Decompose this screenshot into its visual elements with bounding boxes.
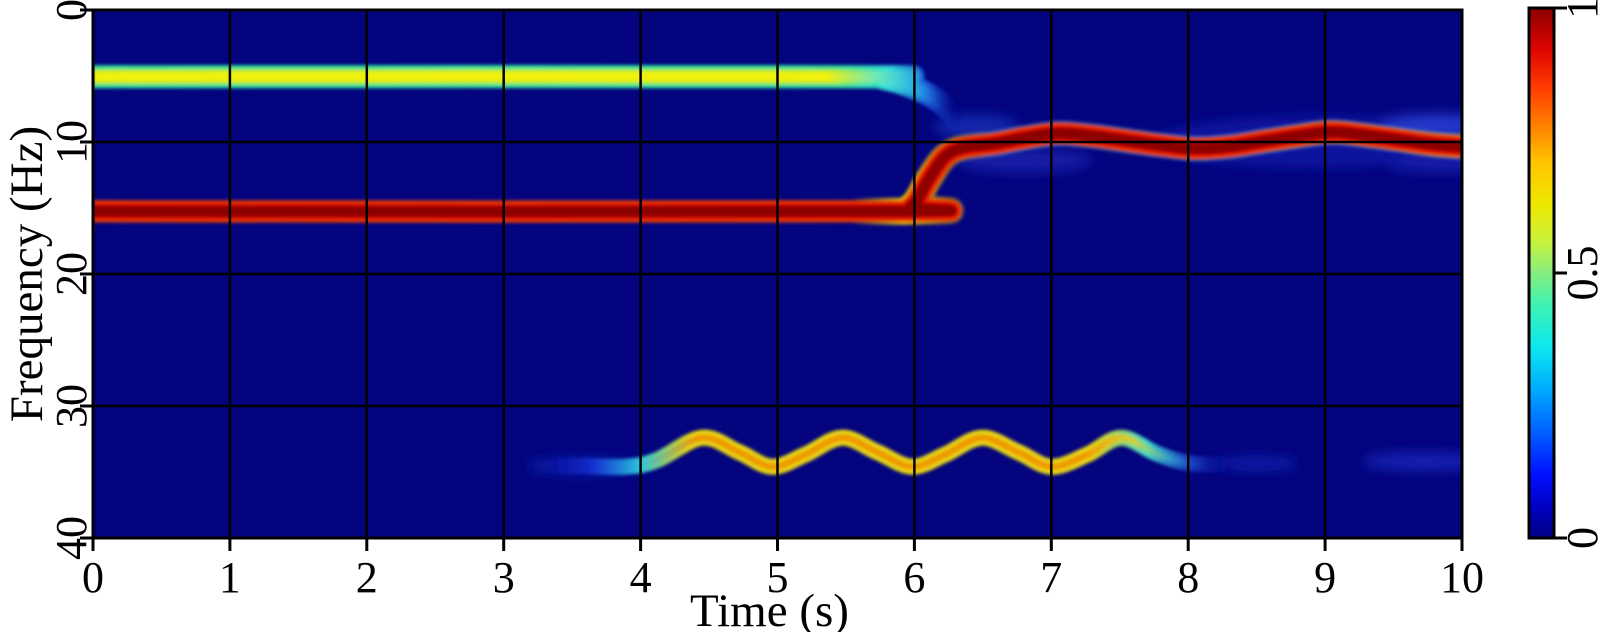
band-layer (93, 126, 1462, 218)
x-tick-label: 9 (1314, 553, 1336, 602)
x-tick-label: 1 (219, 553, 241, 602)
x-tick-label: 8 (1177, 553, 1199, 602)
x-tick-label: 10 (1440, 553, 1484, 602)
x-axis-title: Time (s) (690, 585, 849, 632)
colorbar-gradient (1529, 8, 1554, 538)
colorbar: 00.51 (1527, 0, 1600, 549)
x-tick-label: 3 (493, 553, 515, 602)
heatmap-data-layer (93, 65, 1462, 476)
y-tick-label: 30 (47, 384, 96, 428)
halo-blob (1362, 452, 1462, 471)
x-tick-label: 4 (630, 553, 652, 602)
tone-15hz-chirp (93, 118, 1462, 226)
x-tick-label: 5 (767, 553, 789, 602)
x-axis: 0 1 2 3 4 5 6 7 8 9 10 Time (s) (82, 538, 1484, 632)
band-layer (93, 71, 966, 128)
x-tick-label: 2 (356, 553, 378, 602)
colorbar-tick-label: 0.5 (1558, 246, 1600, 301)
warble-34hz (544, 429, 1237, 476)
colorbar-tick-label: 0 (1558, 527, 1600, 549)
y-axis-title: Frequency (Hz) (1, 126, 53, 422)
y-tick-label: 20 (47, 252, 96, 296)
gridlines (93, 10, 1462, 538)
x-tick-label: 6 (903, 553, 925, 602)
tone-5hz (93, 65, 971, 132)
y-axis: 0 10 20 30 40 Frequency (Hz) (1, 0, 96, 560)
colorbar-tick-label: 1 (1558, 0, 1600, 19)
y-tick-label: 40 (47, 516, 96, 560)
x-tick-label: 7 (1040, 553, 1062, 602)
y-tick-label: 0 (47, 0, 96, 21)
y-tick-label: 10 (47, 120, 96, 164)
x-tick-label: 0 (82, 553, 104, 602)
band-layer (544, 434, 1237, 471)
